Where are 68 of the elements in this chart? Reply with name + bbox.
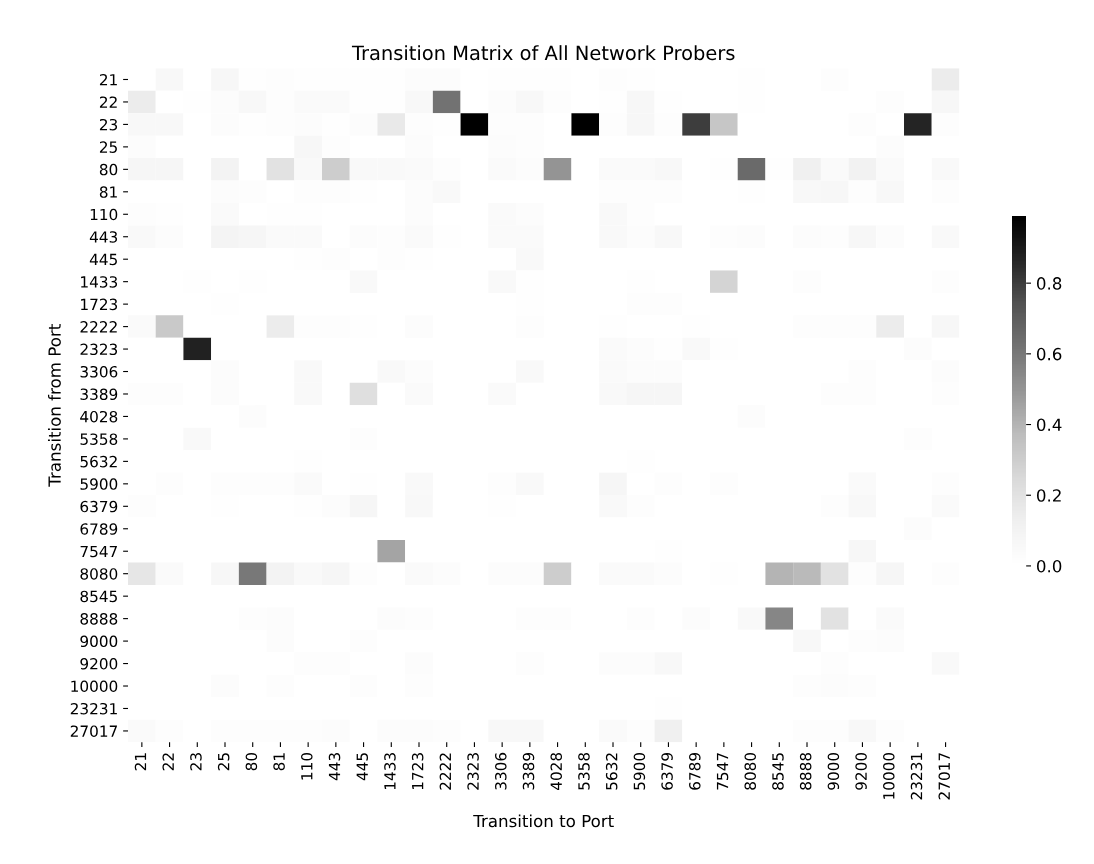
y-tick-label: 81 bbox=[99, 186, 117, 198]
y-tick-label: 6379 bbox=[80, 500, 118, 513]
x-axis-title: Transition to Port bbox=[473, 814, 614, 828]
x-tick-label: 22 bbox=[162, 753, 174, 771]
x-tick-label: 8545 bbox=[772, 753, 784, 790]
y-tick-label: 445 bbox=[89, 253, 117, 266]
y-tick-label: 10000 bbox=[71, 680, 118, 693]
y-tick-label: 2323 bbox=[80, 343, 118, 356]
x-tick-label: 6789 bbox=[689, 752, 701, 790]
y-tick-label: 8545 bbox=[80, 590, 117, 603]
x-tick-label: 3389 bbox=[522, 752, 535, 790]
x-tick-label: 9000 bbox=[827, 752, 840, 790]
x-tick-label: 81 bbox=[273, 753, 285, 771]
y-tick-label: 7547 bbox=[80, 545, 117, 558]
y-tick-label: 80 bbox=[99, 163, 118, 176]
x-tick-label: 5632 bbox=[605, 753, 618, 790]
color-bar-label: 0.6 bbox=[1036, 347, 1062, 361]
y-tick-label: 5900 bbox=[80, 478, 118, 490]
y-tick-label: 110 bbox=[90, 208, 118, 221]
x-tick-label: 6379 bbox=[661, 752, 673, 790]
y-tick-label: 6789 bbox=[80, 523, 118, 535]
x-tick-label: 25 bbox=[217, 753, 230, 771]
x-tick-label: 2222 bbox=[439, 753, 451, 790]
y-axis-title: Transition from Port bbox=[47, 324, 61, 487]
y-tick-label: 25 bbox=[99, 141, 117, 153]
y-tick-label: 3306 bbox=[80, 365, 118, 378]
x-tick-label: 10000 bbox=[883, 752, 895, 799]
chart-title: Transition Matrix of All Network Probers bbox=[351, 45, 735, 61]
y-tick-label: 5632 bbox=[80, 455, 117, 468]
x-tick-label: 23 bbox=[190, 753, 202, 771]
x-tick-label: 1433 bbox=[384, 753, 396, 790]
y-tick-label: 1723 bbox=[81, 298, 118, 311]
color-bar-label: 0.0 bbox=[1036, 559, 1062, 573]
x-tick-label: 8888 bbox=[799, 752, 812, 790]
y-tick-label: 9000 bbox=[80, 635, 118, 648]
y-tick-label: 9200 bbox=[80, 658, 118, 670]
x-tick-label: 5900 bbox=[633, 752, 646, 790]
y-tick-label: 1433 bbox=[81, 276, 118, 288]
y-tick-label: 5358 bbox=[80, 433, 118, 445]
y-tick-label: 3389 bbox=[80, 388, 118, 401]
x-tick-label: 1723 bbox=[411, 753, 424, 790]
y-tick-label: 23231 bbox=[70, 702, 117, 715]
x-tick-label: 21 bbox=[134, 753, 147, 771]
x-tick-label: 3306 bbox=[495, 752, 507, 790]
y-tick-label: 27017 bbox=[70, 725, 117, 737]
color-bar-label: 0.8 bbox=[1036, 277, 1062, 290]
x-tick-label: 80 bbox=[245, 752, 258, 771]
y-tick-label: 21 bbox=[99, 73, 117, 86]
x-tick-label: 7547 bbox=[716, 753, 729, 790]
y-tick-label: 8888 bbox=[80, 613, 118, 625]
y-tick-label: 443 bbox=[89, 231, 118, 243]
x-tick-label: 27017 bbox=[938, 753, 951, 800]
color-bar-label: 0.4 bbox=[1036, 418, 1062, 432]
x-tick-label: 2323 bbox=[467, 753, 479, 790]
y-tick-label: 22 bbox=[99, 96, 117, 108]
x-tick-label: 445 bbox=[356, 753, 369, 781]
y-tick-label: 2222 bbox=[80, 321, 117, 333]
x-tick-label: 110 bbox=[301, 752, 313, 780]
y-tick-label: 8080 bbox=[80, 568, 118, 580]
x-tick-label: 8080 bbox=[744, 752, 757, 790]
x-tick-label: 5358 bbox=[578, 752, 590, 790]
x-tick-label: 9200 bbox=[855, 752, 867, 790]
y-tick-label: 4028 bbox=[80, 410, 118, 423]
x-tick-label: 443 bbox=[328, 753, 341, 781]
y-tick-label: 23 bbox=[99, 118, 118, 131]
x-tick-label: 23231 bbox=[910, 753, 923, 800]
x-tick-label: 4028 bbox=[550, 752, 563, 791]
color-bar-label: 0.2 bbox=[1036, 489, 1061, 502]
